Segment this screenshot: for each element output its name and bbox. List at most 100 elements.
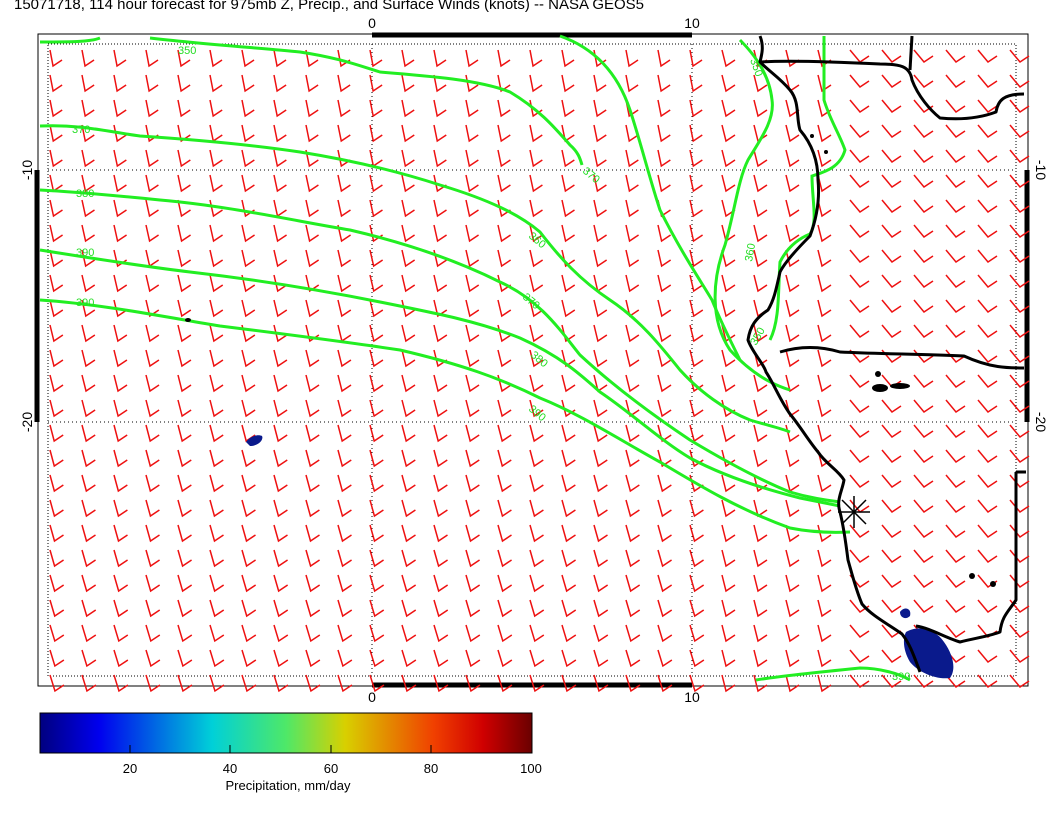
wind-barb — [657, 299, 672, 318]
wind-barb — [273, 199, 287, 218]
wind-barb — [689, 149, 703, 168]
wind-barb — [337, 349, 352, 368]
wind-barb — [657, 249, 672, 268]
wind-barb — [689, 274, 704, 293]
wind-barb — [49, 99, 63, 118]
wind-barb — [401, 474, 416, 493]
wind-barb — [657, 399, 672, 418]
contour-label: 370 — [580, 165, 602, 186]
wind-barb — [337, 174, 351, 193]
wind-barb — [177, 249, 192, 268]
wind-barb — [593, 599, 609, 618]
wind-barb — [529, 374, 544, 393]
wind-barb — [305, 124, 319, 143]
wind-barb — [209, 399, 224, 418]
wind-barb — [113, 299, 128, 318]
wind-barb — [369, 674, 385, 693]
wind-barb — [273, 74, 287, 93]
wind-barb — [241, 649, 257, 668]
wind-barb — [913, 299, 934, 313]
wind-barb — [1009, 99, 1030, 113]
wind-barb — [753, 199, 768, 218]
wind-barb — [433, 99, 447, 118]
wind-barb — [145, 599, 161, 618]
wind-barb — [881, 549, 902, 563]
wind-barb — [881, 399, 902, 413]
wind-barb — [273, 449, 288, 468]
wind-barb — [337, 299, 352, 318]
wind-barb — [49, 299, 64, 318]
wind-barb — [337, 549, 352, 568]
wind-barb — [241, 549, 256, 568]
wind-barb — [1009, 549, 1030, 563]
wind-barb — [49, 324, 64, 343]
wind-barb — [145, 299, 160, 318]
wind-barb — [753, 574, 768, 593]
wind-barb — [81, 199, 95, 218]
wind-barb — [561, 224, 575, 243]
wind-barb — [881, 324, 902, 338]
wind-barb — [817, 224, 832, 243]
island — [890, 383, 910, 389]
colorbar-tick-label: 100 — [520, 761, 542, 776]
wind-barb — [241, 449, 256, 468]
wind-barb — [881, 499, 902, 513]
wind-barb — [209, 74, 223, 93]
wind-barb — [785, 224, 800, 243]
wind-barb — [913, 224, 934, 238]
wind-barb — [81, 549, 96, 568]
wind-barb — [465, 649, 481, 668]
wind-barb — [529, 74, 543, 93]
wind-barb — [721, 624, 736, 643]
wind-barb — [337, 124, 351, 143]
wind-barb — [81, 624, 97, 643]
wind-barb — [49, 224, 63, 243]
wind-barb — [753, 224, 768, 243]
wind-barb — [593, 524, 608, 543]
wind-barb — [81, 424, 96, 443]
wind-barb — [241, 624, 257, 643]
wind-barb — [561, 374, 576, 393]
wind-barb — [465, 249, 480, 268]
wind-barb — [881, 49, 902, 63]
wind-barb — [497, 599, 513, 618]
wind-barb — [465, 349, 480, 368]
wind-barb — [81, 474, 96, 493]
wind-barb — [753, 449, 768, 468]
wind-barb — [113, 349, 128, 368]
wind-barb — [241, 599, 257, 618]
island — [990, 581, 996, 587]
wind-barb — [81, 449, 96, 468]
wind-barb — [113, 199, 127, 218]
wind-barb — [337, 599, 353, 618]
wind-barb — [657, 174, 671, 193]
wind-barb — [529, 274, 544, 293]
contour-label: 380 — [76, 188, 94, 200]
wind-barb — [49, 174, 63, 193]
wind-barb — [241, 99, 255, 118]
wind-barb — [113, 649, 129, 668]
wind-barb — [817, 199, 832, 218]
wind-barb — [529, 174, 543, 193]
wind-barb — [753, 399, 768, 418]
wind-barb — [113, 674, 129, 693]
wind-barb — [529, 449, 544, 468]
wind-barb — [465, 599, 481, 618]
wind-barb — [881, 274, 902, 288]
wind-barb — [433, 274, 448, 293]
wind-barb — [561, 549, 576, 568]
wind-barb — [849, 674, 870, 688]
wind-barb — [81, 524, 96, 543]
wind-barb — [593, 474, 608, 493]
wind-barb — [337, 224, 351, 243]
wind-barb — [593, 449, 608, 468]
wind-barb — [1009, 674, 1030, 688]
wind-barb — [1009, 49, 1030, 63]
wind-barb — [785, 374, 800, 393]
wind-barb — [593, 174, 607, 193]
wind-barb — [593, 224, 607, 243]
wind-barb — [273, 599, 289, 618]
wind-barb — [593, 424, 608, 443]
wind-barb — [497, 249, 512, 268]
